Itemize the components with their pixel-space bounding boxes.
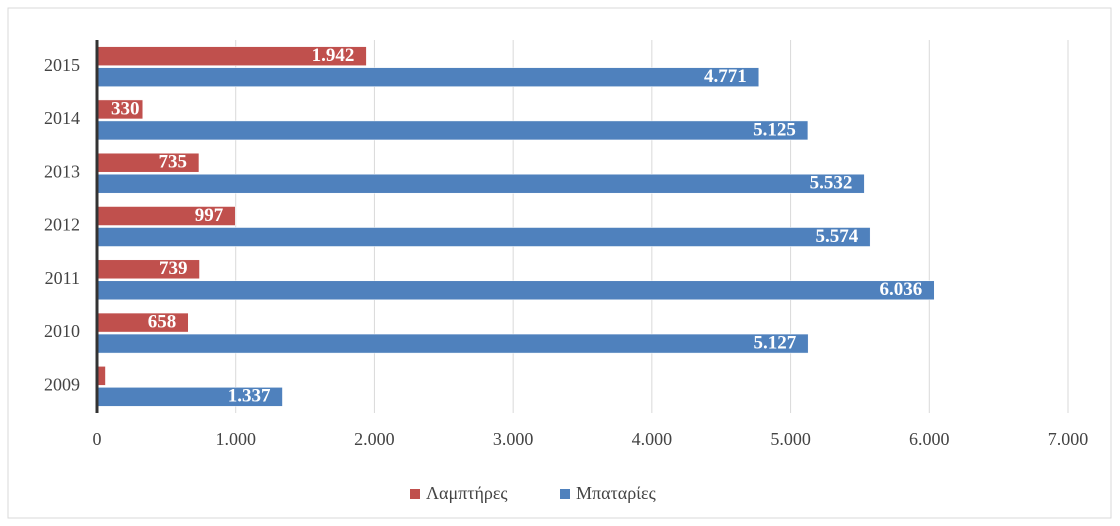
x-tick-label: 2.000 xyxy=(354,429,395,449)
x-tick-label: 1.000 xyxy=(215,429,256,449)
x-tick-label: 3.000 xyxy=(493,429,534,449)
data-label: 4.771 xyxy=(704,66,747,87)
data-label: 330 xyxy=(111,98,140,119)
y-tick-label: 2010 xyxy=(44,321,80,341)
legend-label: Μπαταρίες xyxy=(576,483,656,503)
x-tick-label: 7.000 xyxy=(1048,429,1089,449)
y-tick-label: 2009 xyxy=(44,374,80,394)
bar xyxy=(96,173,865,194)
data-label: 5.125 xyxy=(753,119,796,140)
legend-swatch xyxy=(410,489,420,499)
legend-label: Λαμπτήρες xyxy=(426,483,508,503)
y-tick-label: 2012 xyxy=(44,215,80,235)
data-label: 6.036 xyxy=(880,279,923,300)
data-label: 5.574 xyxy=(815,226,858,247)
bar xyxy=(96,67,760,87)
data-label: 997 xyxy=(195,205,224,226)
data-label: 5.127 xyxy=(753,332,796,353)
y-tick-label: 2014 xyxy=(44,108,80,128)
y-tick-label: 2011 xyxy=(45,268,80,288)
data-label: 1.942 xyxy=(312,45,355,66)
x-tick-label: 0 xyxy=(93,429,102,449)
data-label: 735 xyxy=(158,152,187,173)
y-tick-label: 2013 xyxy=(44,161,80,181)
data-label: 1.337 xyxy=(228,386,271,407)
x-tick-label: 5.000 xyxy=(770,429,811,449)
data-label: 658 xyxy=(148,311,177,332)
data-label: 61 xyxy=(113,365,132,386)
bar xyxy=(96,120,809,141)
legend-swatch xyxy=(560,489,570,499)
y-tick-label: 2015 xyxy=(44,55,80,75)
x-tick-label: 6.000 xyxy=(909,429,950,449)
bar xyxy=(96,280,935,301)
data-label: 739 xyxy=(159,258,188,279)
data-label: 5.532 xyxy=(810,173,853,194)
bar xyxy=(96,333,809,354)
bar xyxy=(96,227,871,247)
x-tick-label: 4.000 xyxy=(632,429,673,449)
